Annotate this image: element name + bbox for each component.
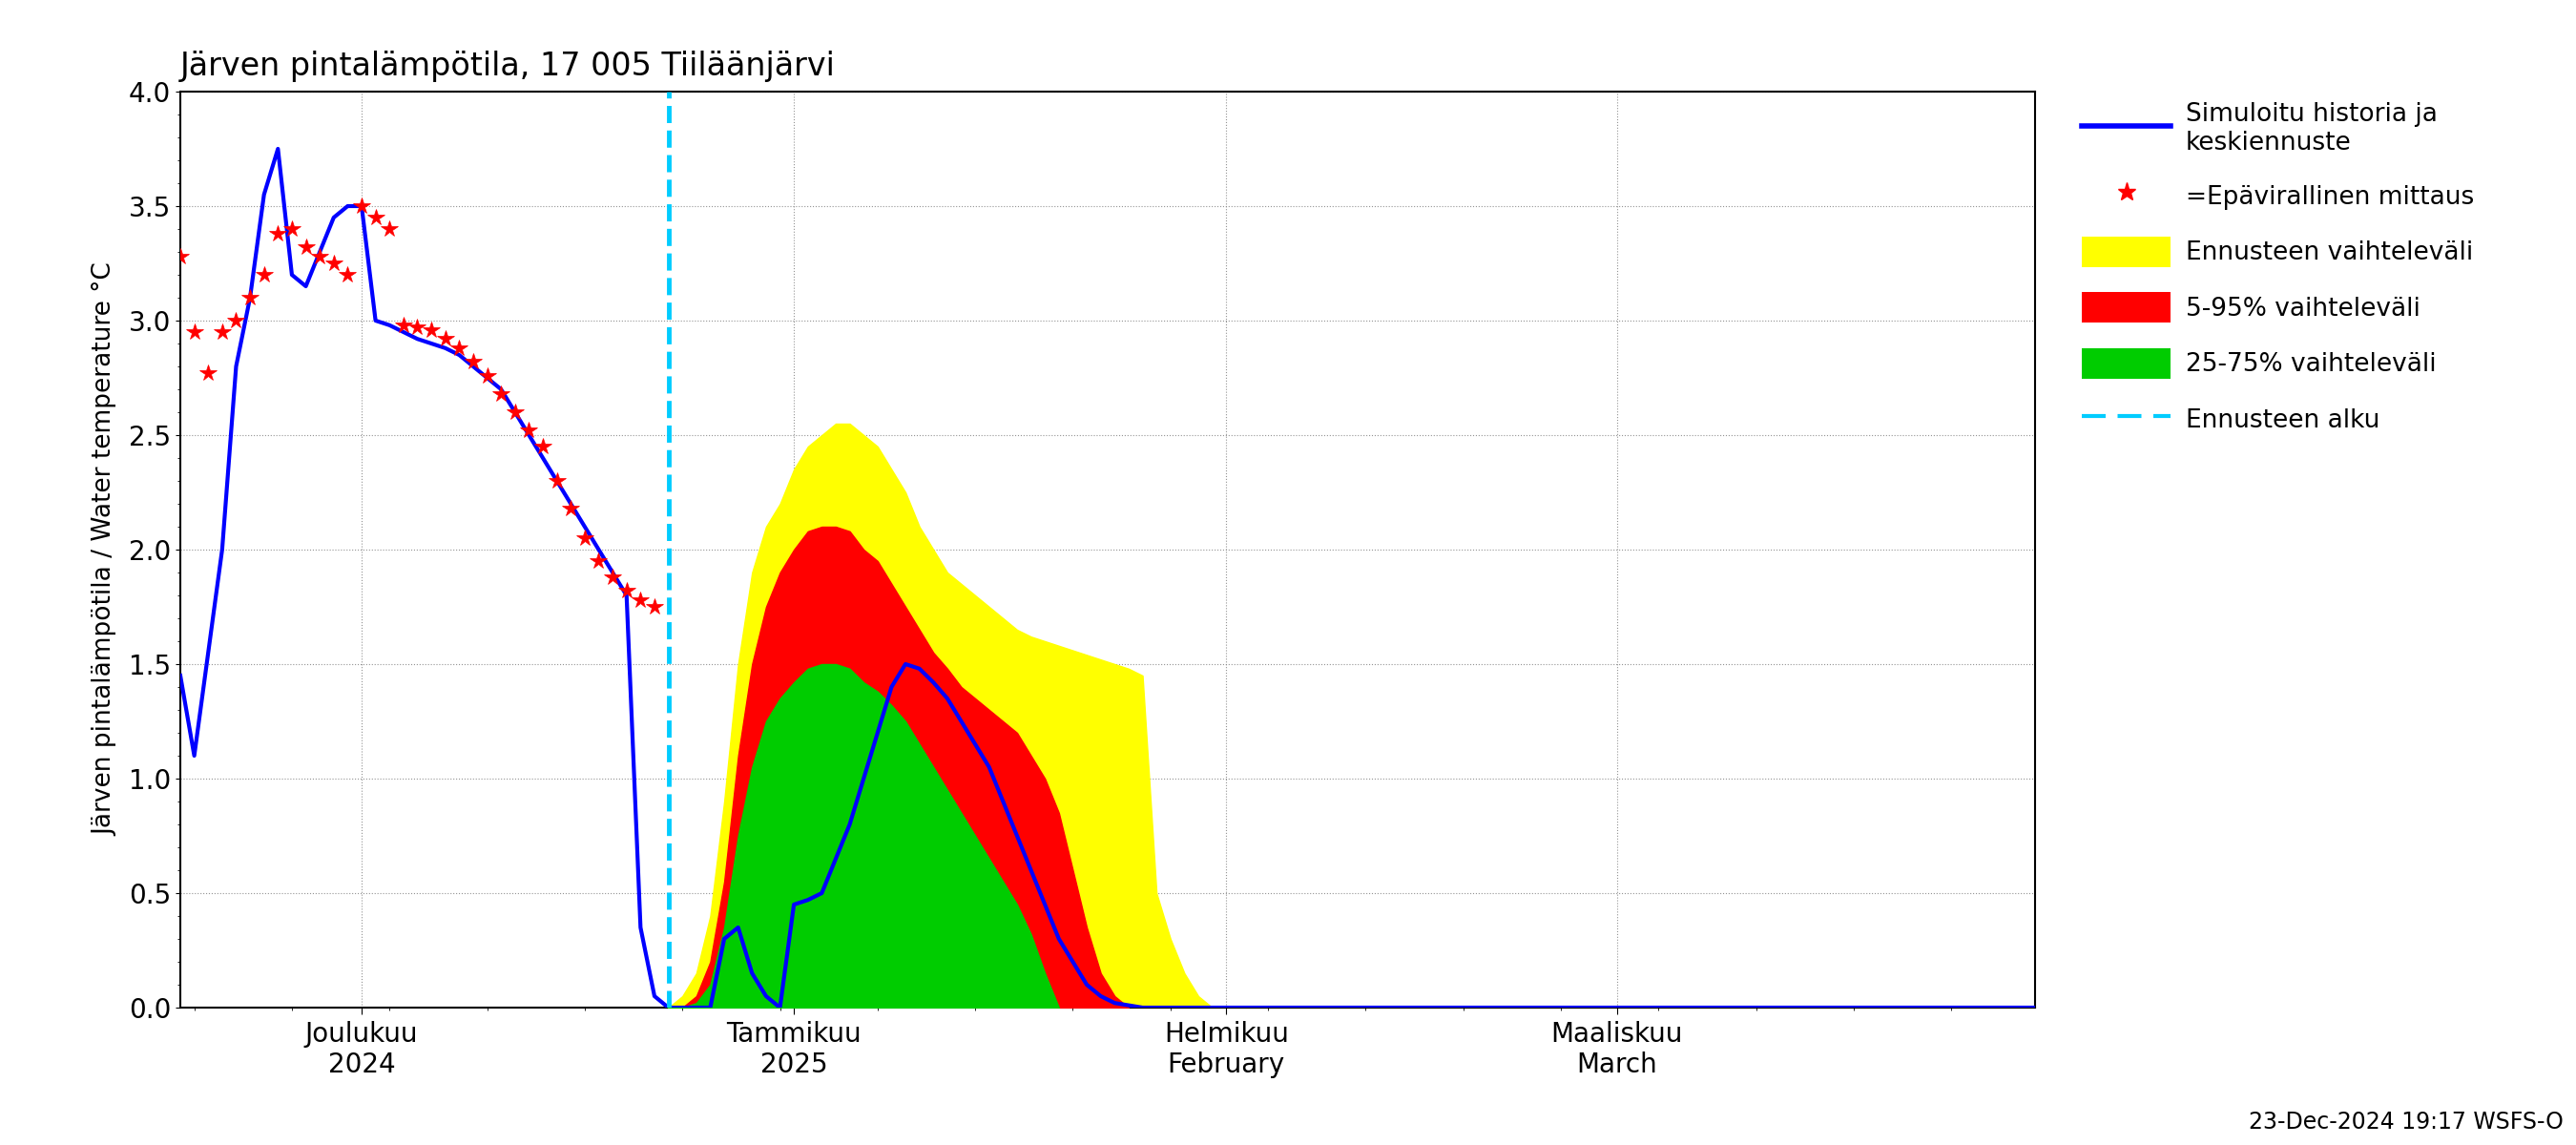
Text: Järven pintalämpötila, 17 005 Tiiläänjärvi: Järven pintalämpötila, 17 005 Tiiläänjär… xyxy=(180,50,835,82)
Legend: Simuloitu historia ja
keskiennuste, =Epävirallinen mittaus, Ennusteen vaihtelevä: Simuloitu historia ja keskiennuste, =Epä… xyxy=(2071,92,2483,444)
Y-axis label: Järven pintalämpötila / Water temperature °C: Järven pintalämpötila / Water temperatur… xyxy=(93,263,118,836)
Text: 23-Dec-2024 19:17 WSFS-O: 23-Dec-2024 19:17 WSFS-O xyxy=(2249,1111,2563,1134)
